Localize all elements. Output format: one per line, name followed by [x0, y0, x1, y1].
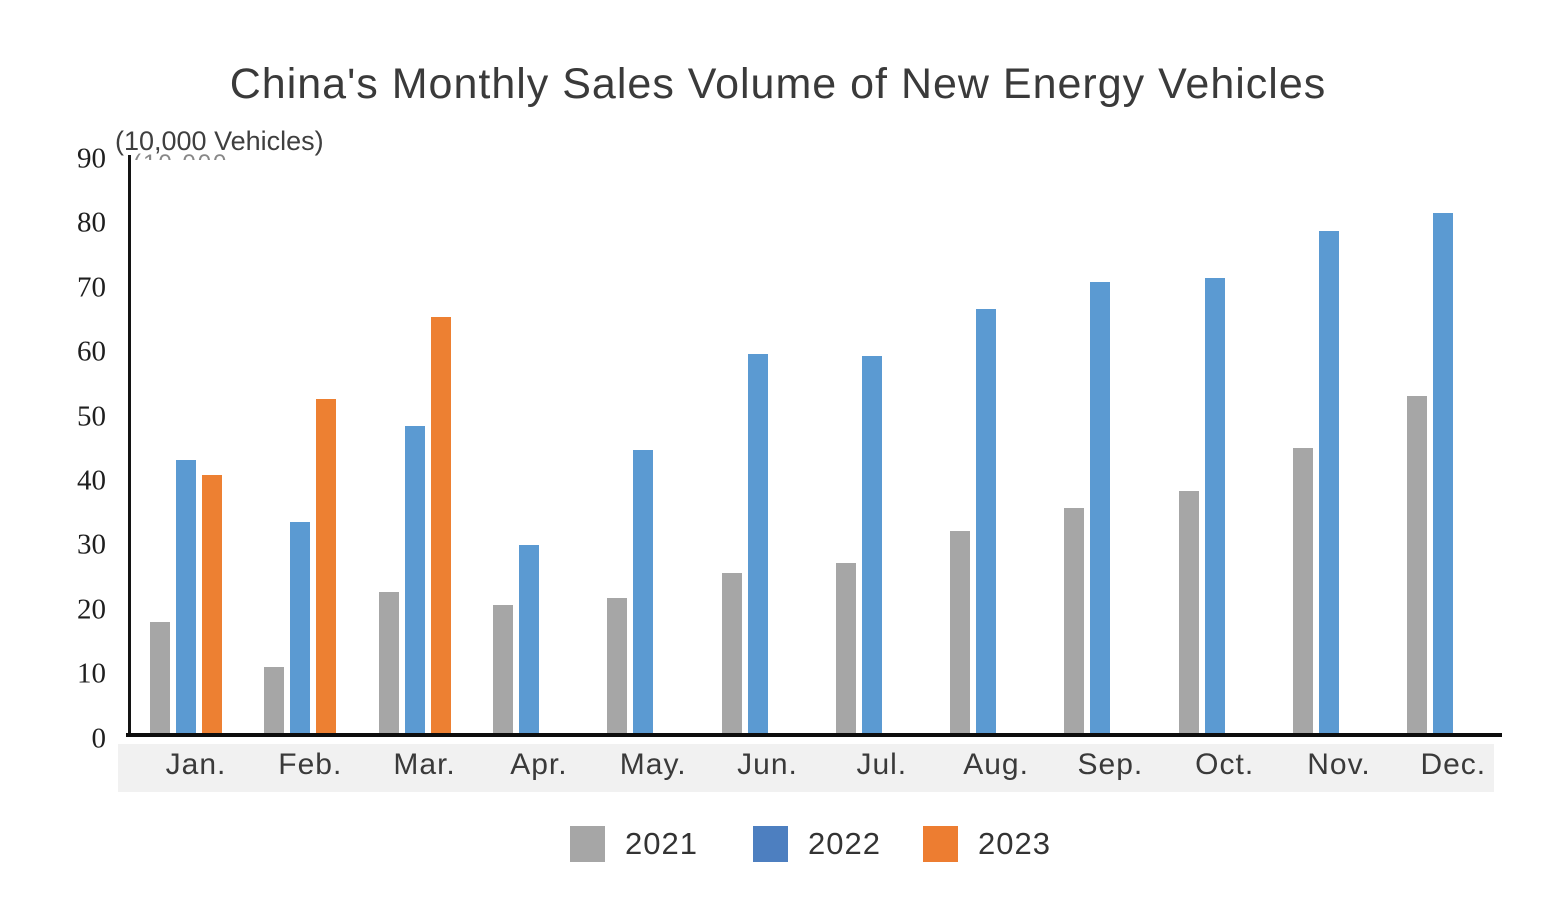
- bar-2021-oct: [1178, 490, 1199, 738]
- x-axis-label-dec: Dec.: [1420, 748, 1487, 781]
- legend-swatch-2021: [570, 826, 605, 862]
- bar-2022-jun: [747, 353, 768, 738]
- x-axis-label-may: May.: [619, 748, 687, 781]
- x-axis-label-nov: Nov.: [1307, 748, 1371, 781]
- x-axis-label-jan: Jan.: [165, 748, 227, 781]
- legend-swatch-2023: [923, 826, 958, 862]
- bar-2021-sep: [1064, 507, 1085, 738]
- bar-2021-apr: [492, 604, 513, 738]
- bar-2022-mar: [404, 425, 425, 738]
- bar-2023-jan: [202, 474, 222, 738]
- bar-2022-feb: [290, 522, 311, 738]
- x-axis-label-feb: Feb.: [278, 748, 343, 781]
- bar-2022-aug: [976, 308, 997, 738]
- bar-2023-mar: [430, 316, 451, 738]
- y-axis-unit-label: (10,000 Vehicles): [115, 126, 324, 156]
- bar-2021-jul: [835, 562, 856, 738]
- bar-2021-dec: [1407, 395, 1428, 738]
- y-tick-label-60: 60: [77, 335, 106, 368]
- bar-2021-nov: [1293, 447, 1313, 738]
- y-tick-label-70: 70: [77, 271, 106, 304]
- x-axis-label-sep: Sep.: [1077, 748, 1144, 781]
- legend-label-2022: 2022: [808, 826, 881, 861]
- y-axis-line: [128, 155, 131, 737]
- bar-2021-feb: [264, 666, 285, 738]
- x-axis-label-apr: Apr.: [510, 748, 568, 781]
- y-tick-label-40: 40: [77, 464, 106, 497]
- bar-2022-sep: [1090, 281, 1111, 738]
- legend-label-2021: 2021: [625, 826, 698, 861]
- x-axis-label-jun: Jun.: [737, 748, 798, 781]
- x-axis-label-jul: Jul.: [856, 748, 908, 781]
- bar-2022-may: [633, 449, 654, 738]
- bar-2022-oct: [1204, 277, 1225, 738]
- y-tick-label-90: 90: [77, 142, 106, 175]
- y-tick-label-50: 50: [77, 400, 106, 432]
- x-axis-label-mar: Mar.: [393, 748, 456, 781]
- bar-2022-jan: [176, 459, 196, 738]
- y-tick-label-0: 0: [91, 722, 107, 754]
- bar-2021-mar: [378, 591, 399, 738]
- bar-2021-jan: [150, 622, 170, 738]
- legend-label-2023: 2023: [978, 826, 1051, 861]
- chart-title: China's Monthly Sales Volume of New Ener…: [229, 60, 1327, 108]
- bar-2022-apr: [518, 544, 539, 738]
- y-tick-label-80: 80: [77, 206, 106, 239]
- bar-2023-feb: [316, 399, 337, 738]
- bar-2022-nov: [1319, 231, 1339, 738]
- y-tick-label-30: 30: [77, 528, 106, 561]
- x-axis-label-oct: Oct.: [1195, 748, 1255, 781]
- y-tick-label-10: 10: [77, 657, 106, 690]
- bar-2021-jun: [721, 572, 742, 738]
- y-tick-label-20: 20: [77, 593, 106, 626]
- bar-2022-dec: [1433, 213, 1454, 738]
- x-axis-label-strip: [118, 744, 1494, 792]
- bar-2022-jul: [861, 355, 882, 738]
- x-axis-line: [126, 733, 1502, 737]
- bar-2021-aug: [950, 530, 971, 738]
- legend-swatch-2022: [753, 826, 788, 862]
- x-axis-label-aug: Aug.: [963, 748, 1029, 781]
- bar-2021-may: [607, 597, 628, 738]
